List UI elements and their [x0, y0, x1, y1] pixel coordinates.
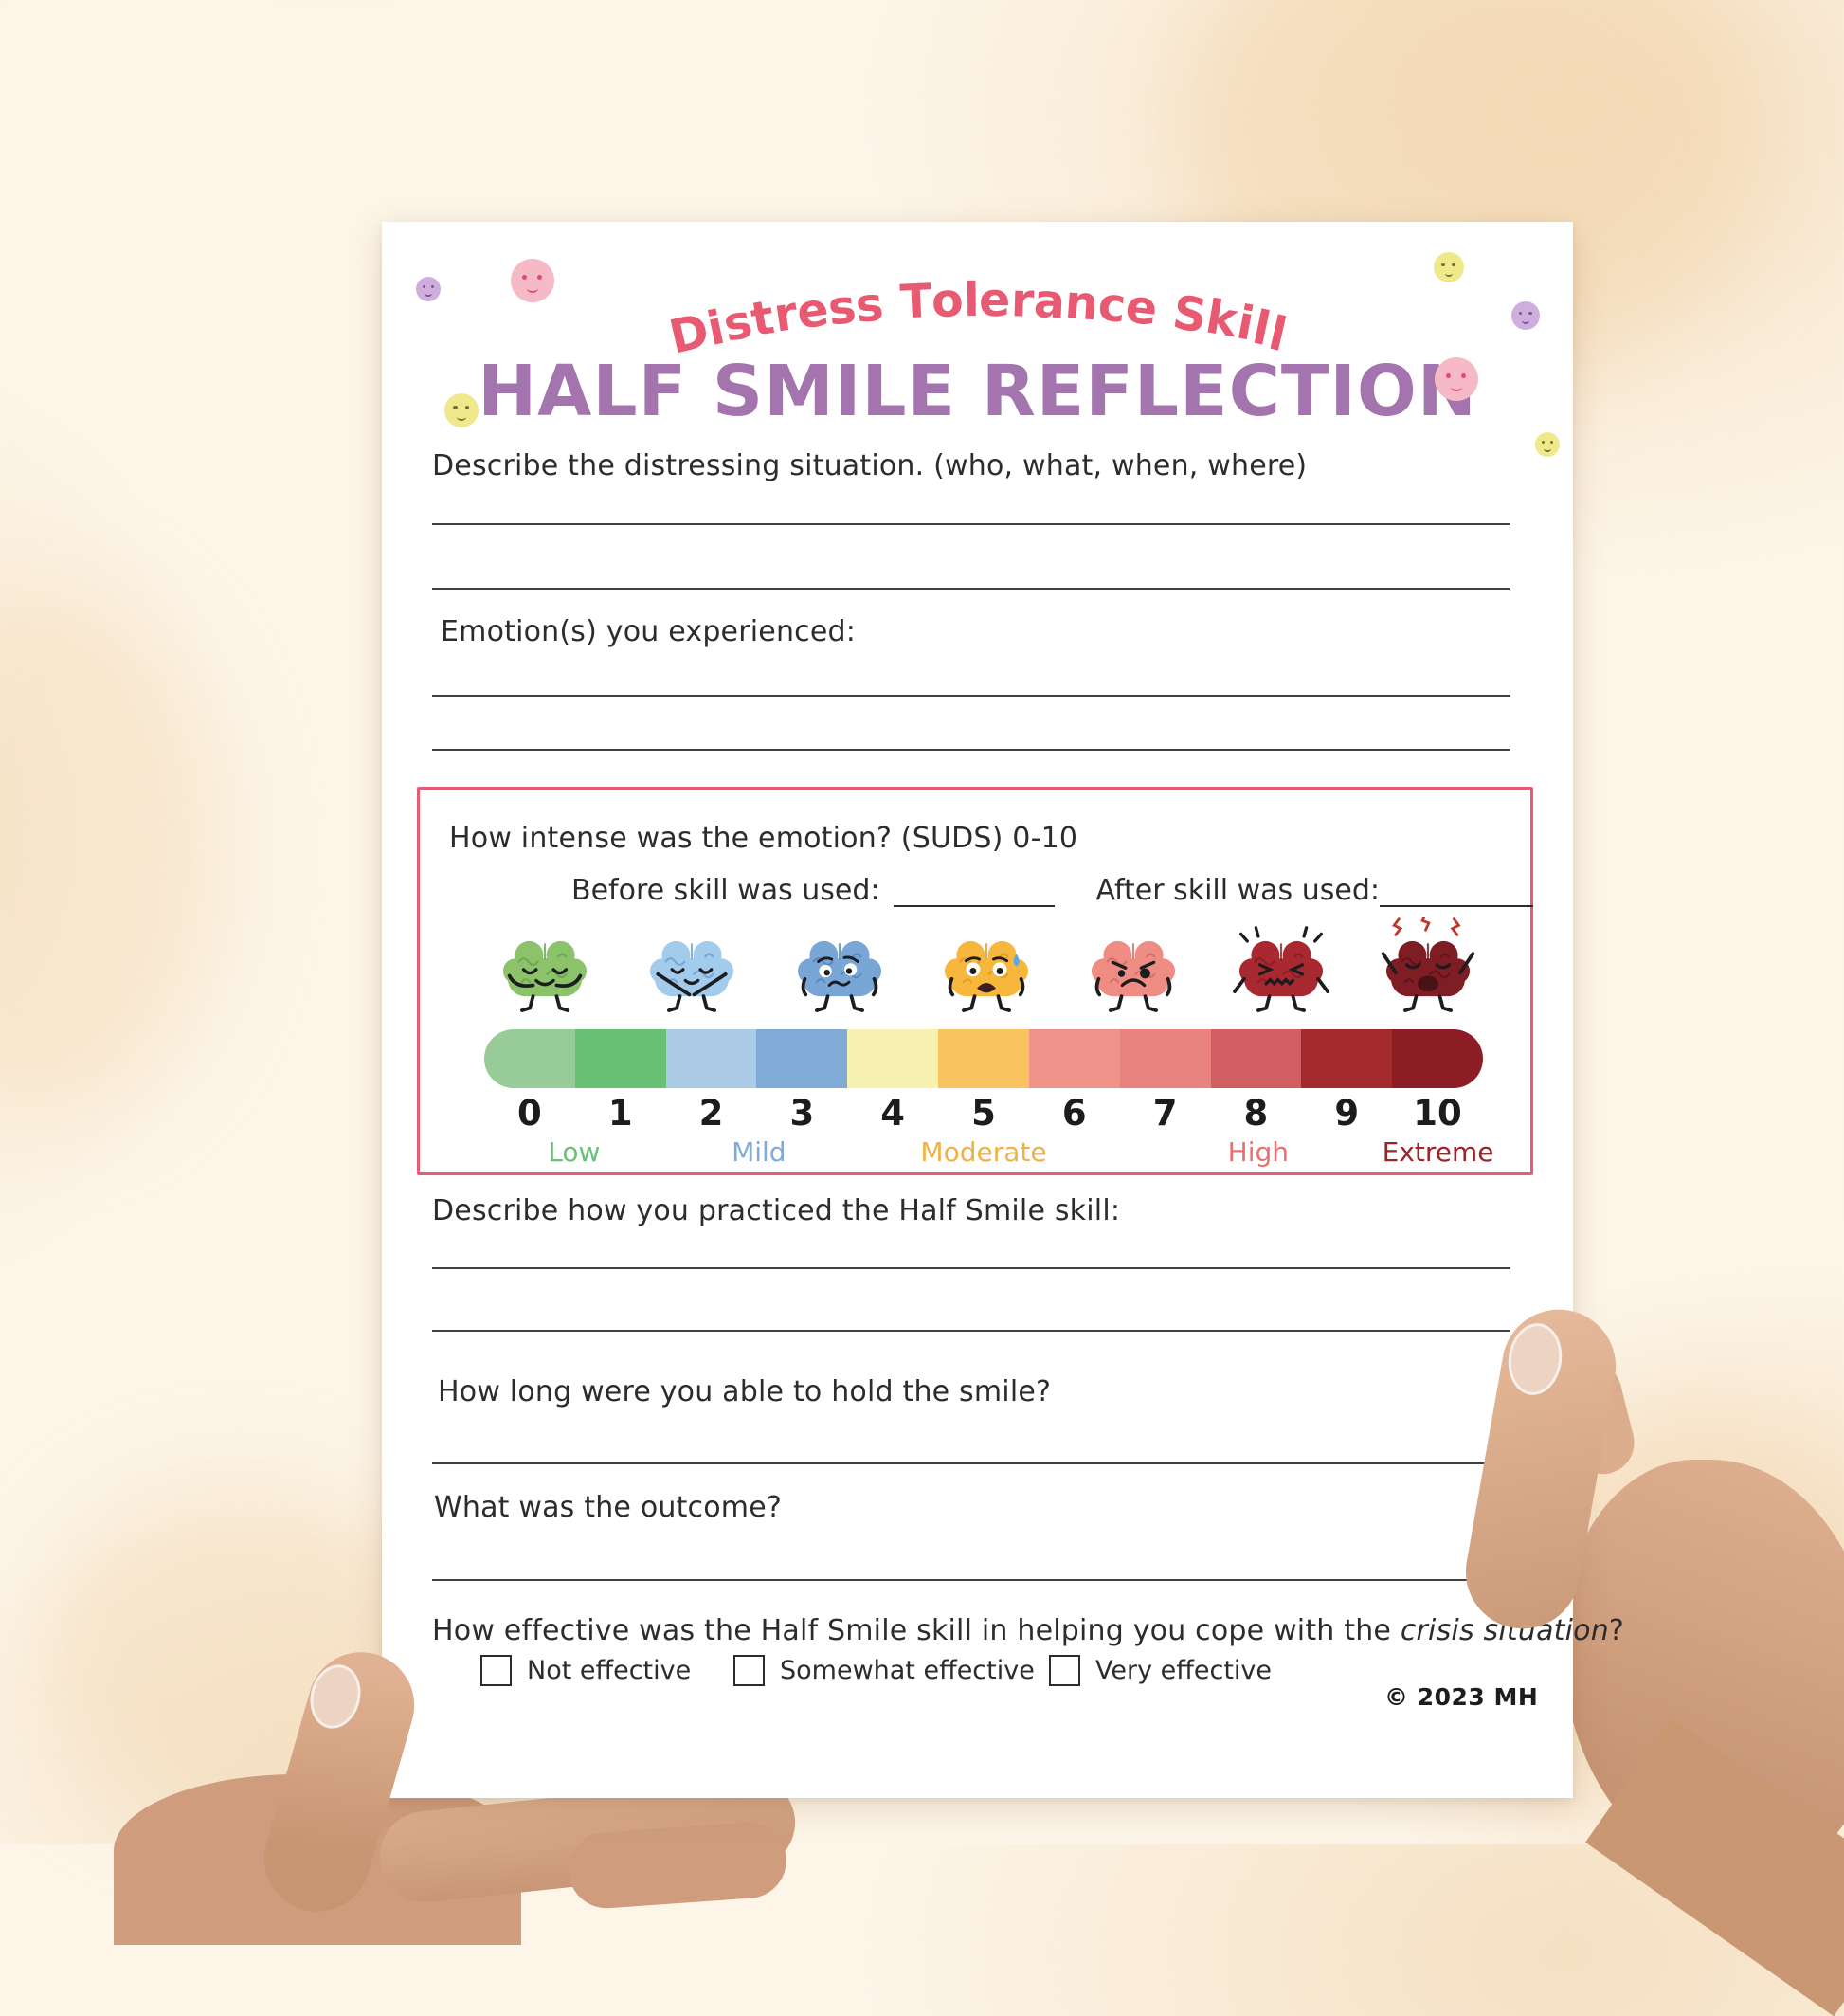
- suds-heading: How intense was the emotion? (SUDS) 0-10: [449, 822, 1078, 855]
- suds-scale-bar: [484, 1029, 1483, 1088]
- smiley-face-decor: [1511, 301, 1540, 330]
- suds-scale-segment: [1392, 1029, 1483, 1088]
- suds-scale-label: Mild: [732, 1136, 786, 1168]
- answer-line[interactable]: [432, 523, 1510, 525]
- brain-furious-icon: [1211, 917, 1351, 1028]
- copyright-text: © 2023 MH: [1384, 1683, 1539, 1711]
- suds-scale-number: 4: [880, 1093, 906, 1134]
- before-skill-label: Before skill was used:: [571, 874, 880, 907]
- suds-scale-number: 0: [517, 1093, 542, 1134]
- smiley-face-decor: [511, 259, 554, 302]
- arc-title-char: e: [793, 282, 832, 340]
- suds-before-after-row: Before skill was used: After skill was u…: [571, 873, 1533, 907]
- arc-title-char: a: [1032, 273, 1067, 330]
- before-skill-blank[interactable]: [893, 873, 1055, 907]
- answer-line[interactable]: [432, 749, 1510, 751]
- brain-worried-icon: [769, 917, 910, 1028]
- question-outcome: What was the outcome?: [434, 1491, 782, 1524]
- answer-line[interactable]: [432, 588, 1510, 590]
- suds-scale-number: 6: [1061, 1093, 1087, 1134]
- effectiveness-option: Not effective: [480, 1655, 691, 1686]
- suds-scale-label: High: [1227, 1136, 1290, 1168]
- suds-scale-number: 1: [607, 1093, 633, 1134]
- checkbox-somewhat-effective[interactable]: [733, 1655, 765, 1686]
- effectiveness-option: Somewhat effective: [733, 1655, 1035, 1686]
- arc-title-char: s: [853, 277, 886, 334]
- answer-line[interactable]: [432, 1462, 1510, 1464]
- arc-title-char: o: [931, 273, 965, 329]
- suds-scale-number: 7: [1152, 1093, 1178, 1134]
- smiley-face-decor: [416, 277, 441, 301]
- arc-title-char: n: [1062, 275, 1100, 332]
- brain-enraged-icon: [1358, 912, 1498, 1028]
- suds-scale-segment: [665, 1029, 757, 1088]
- answer-line[interactable]: [432, 1579, 1510, 1581]
- after-skill-blank[interactable]: [1379, 873, 1533, 907]
- checkbox-not-effective[interactable]: [480, 1655, 512, 1686]
- brain-anxious-icon: [916, 917, 1057, 1028]
- suds-scale-label: Moderate: [920, 1136, 1047, 1168]
- suds-scale-segment: [938, 1029, 1029, 1088]
- after-skill-label: After skill was used:: [1095, 874, 1380, 907]
- smiley-face-decor: [444, 393, 479, 427]
- brain-peaceful-icon: [475, 917, 615, 1028]
- question-distressing-situation: Describe the distressing situation. (who…: [432, 449, 1308, 482]
- suds-scale-number: 10: [1413, 1093, 1462, 1134]
- question-effectiveness: How effective was the Half Smile skill i…: [432, 1614, 1624, 1647]
- smiley-face-decor: [1435, 357, 1478, 401]
- suds-scale-segment: [847, 1029, 939, 1088]
- arc-title-char: e: [979, 272, 1011, 328]
- brain-meditative-icon: [622, 917, 762, 1028]
- suds-scale-number: 9: [1334, 1093, 1360, 1134]
- arc-title-char: e: [1122, 279, 1161, 336]
- suds-scale-number: 2: [698, 1093, 724, 1134]
- question-emotions: Emotion(s) you experienced:: [441, 615, 857, 648]
- brain-angry-icon: [1063, 917, 1203, 1028]
- suds-scale-segment: [1210, 1029, 1302, 1088]
- suds-scale-segment: [756, 1029, 848, 1088]
- watercolor-blotch: [0, 588, 227, 1118]
- suds-intensity-box: How intense was the emotion? (SUDS) 0-10…: [417, 787, 1533, 1175]
- suds-scale-number: 3: [789, 1093, 815, 1134]
- answer-line[interactable]: [432, 1267, 1510, 1269]
- question-effectiveness-prefix: How effective was the Half Smile skill i…: [432, 1614, 1401, 1647]
- checkbox-label: Somewhat effective: [780, 1656, 1035, 1685]
- suds-scale-segment: [1301, 1029, 1393, 1088]
- answer-line[interactable]: [432, 695, 1510, 697]
- suds-scale-segment: [484, 1029, 575, 1088]
- suds-scale-segment: [1119, 1029, 1211, 1088]
- question-practiced-skill: Describe how you practiced the Half Smil…: [432, 1194, 1121, 1227]
- suds-scale-label: Extreme: [1382, 1136, 1494, 1168]
- question-hold-smile: How long were you able to hold the smile…: [438, 1375, 1052, 1408]
- checkbox-very-effective[interactable]: [1049, 1655, 1080, 1686]
- suds-scale-numbers: 0 1 2 3 4 5 6 7 8 9 10: [484, 1093, 1483, 1134]
- suds-scale-segment: [574, 1029, 666, 1088]
- suds-scale-number: 5: [971, 1093, 996, 1134]
- arc-title-char: T: [898, 273, 933, 330]
- arc-title-char: r: [1009, 273, 1035, 328]
- suds-scale-number: 8: [1243, 1093, 1269, 1134]
- checkbox-label: Very effective: [1095, 1656, 1272, 1685]
- brain-characters-row: [475, 912, 1498, 1028]
- worksheet-title: HALF SMILE REFLECTION: [478, 351, 1477, 432]
- smiley-face-decor: [1535, 432, 1560, 457]
- smiley-face-decor: [1434, 252, 1464, 282]
- arc-title-char: c: [1095, 277, 1129, 334]
- effectiveness-option: Very effective: [1049, 1655, 1272, 1686]
- checkbox-label: Not effective: [527, 1656, 692, 1685]
- suds-scale-labels: Low Mild Moderate High Extreme: [484, 1136, 1493, 1169]
- suds-scale-segment: [1028, 1029, 1120, 1088]
- arc-title-char: [882, 280, 901, 327]
- question-effectiveness-suffix: ?: [1608, 1614, 1625, 1647]
- suds-scale-label: Low: [548, 1136, 601, 1168]
- left-hand-finger: [566, 1820, 789, 1911]
- answer-line[interactable]: [432, 1330, 1510, 1332]
- arc-title-char: l: [963, 273, 980, 328]
